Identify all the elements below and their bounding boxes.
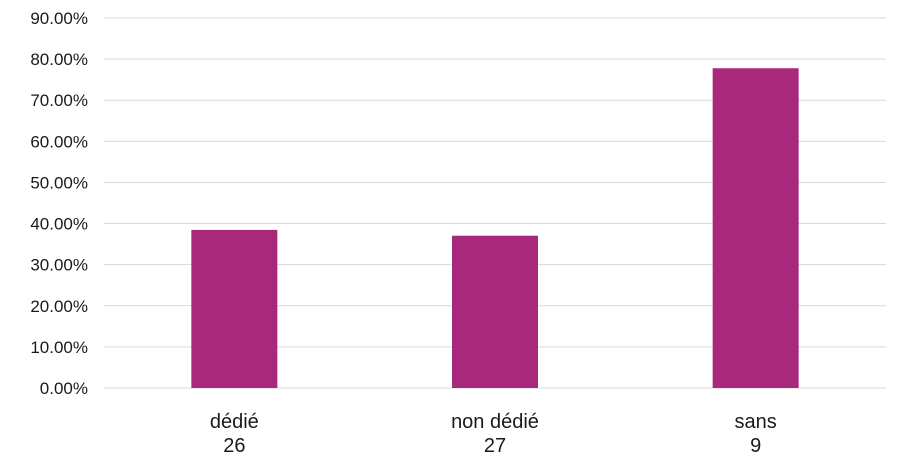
bar [191, 229, 278, 388]
bar [712, 68, 799, 388]
y-tick-label: 20.00% [30, 297, 88, 316]
x-category-label: dédié [210, 411, 259, 433]
y-tick-label: 70.00% [30, 91, 88, 110]
x-category-label: non dédié [451, 411, 539, 433]
bars [191, 68, 799, 388]
y-tick-label: 0.00% [40, 379, 88, 398]
y-tick-label: 30.00% [30, 256, 88, 275]
y-tick-label: 10.00% [30, 338, 88, 357]
x-category-label: sans [735, 411, 777, 433]
x-category-count: 9 [750, 435, 761, 457]
bar [452, 235, 538, 388]
y-tick-label: 90.00% [30, 9, 88, 28]
y-axis-tick-labels: 0.00% 10.00% 20.00% 30.00% 40.00% 50.00% 60.00… [30, 9, 88, 398]
y-tick-label: 80.00% [30, 50, 88, 69]
x-category-count: 27 [484, 435, 506, 457]
y-tick-label: 60.00% [30, 132, 88, 151]
y-tick-label: 40.00% [30, 215, 88, 234]
y-tick-label: 50.00% [30, 173, 88, 192]
x-category-count: 26 [223, 435, 245, 457]
